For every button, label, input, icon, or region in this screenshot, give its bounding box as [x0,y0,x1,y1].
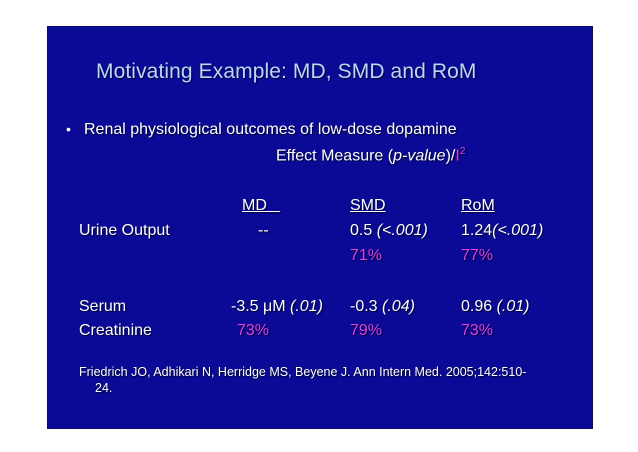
column-header-md: MD [242,197,281,214]
serum-md-cell: -3.5 μM (.01) [231,298,323,316]
serum-md-unit: μM [263,298,286,315]
effect-measure-sup: 2 [459,146,466,157]
bullet-dot: • [66,121,71,137]
urine-smd-i2: 71% [350,247,383,264]
serum-md-value: -3.5 [231,298,264,315]
effect-measure-i2: I [455,147,460,165]
row-label-urine-output: Urine Output [79,222,170,239]
urine-rom-cell: 1.24(<.001) [461,222,543,240]
serum-smd-value: -0.3 [350,298,383,315]
serum-rom-value: 0.96 [461,298,497,315]
citation-line1: Friedrich JO, Adhikari N, Herridge MS, B… [79,365,527,379]
citation-line2: 24. [95,381,113,395]
serum-smd-cell: -0.3 (.04) [350,298,415,316]
serum-rom-i2: 73% [461,322,494,339]
effect-measure-prefix: Effect Measure ( [276,147,394,165]
urine-rom-i2: 77% [461,247,494,264]
column-header-smd: SMD [350,197,386,214]
serum-rom-pvalue: (.01) [496,298,530,315]
slide-title: Motivating Example: MD, SMD and RoM [96,60,477,83]
slide-background [48,27,592,428]
row-label-creatinine: Creatinine [79,322,152,339]
urine-smd-value: 0.5 [350,222,377,239]
urine-md-value: -- [258,222,269,239]
urine-rom-pvalue: (<.001) [492,222,544,239]
column-header-rom: RoM [461,197,495,214]
serum-rom-cell: 0.96 (.01) [461,298,530,316]
effect-measure-middle: )/ [445,147,456,165]
serum-smd-pvalue: (.04) [382,298,415,315]
serum-smd-i2: 79% [350,322,383,339]
serum-md-pvalue: (.01) [290,298,323,315]
serum-md-i2: 73% [237,322,270,339]
urine-smd-pvalue: (<.001) [376,222,428,239]
effect-measure-heading: Effect Measure (p-value)/I2 [276,146,465,165]
urine-smd-cell: 0.5 (<.001) [350,222,428,240]
row-label-serum: Serum [79,298,127,315]
effect-measure-pvalue: p-value [393,147,446,165]
bullet-text: Renal physiological outcomes of low-dose… [84,121,457,138]
urine-rom-value: 1.24 [461,222,493,239]
